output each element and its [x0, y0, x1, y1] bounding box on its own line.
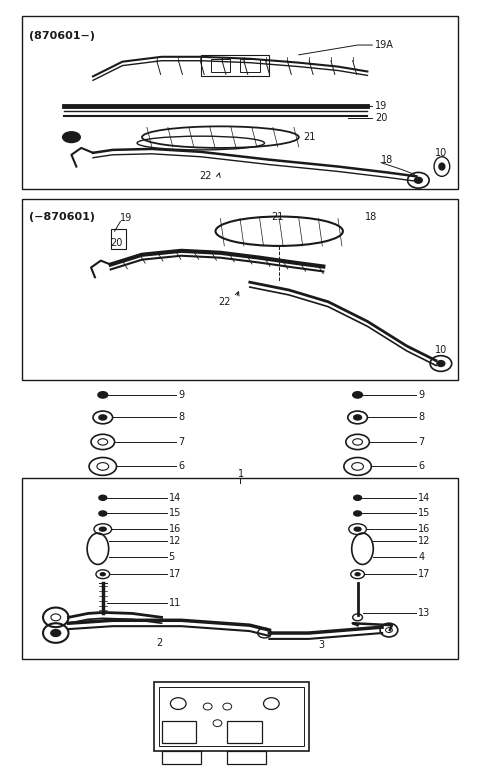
- Text: 22: 22: [218, 297, 231, 307]
- Ellipse shape: [437, 361, 445, 366]
- Text: 8: 8: [178, 412, 184, 422]
- Text: (870601−): (870601−): [29, 31, 96, 41]
- Ellipse shape: [98, 392, 108, 398]
- Bar: [227, 751, 266, 764]
- Text: 15: 15: [419, 509, 431, 519]
- Text: 4: 4: [419, 552, 424, 562]
- Ellipse shape: [62, 132, 80, 143]
- Ellipse shape: [100, 573, 105, 576]
- Text: 17: 17: [419, 569, 431, 580]
- Ellipse shape: [354, 527, 361, 531]
- Bar: [201, 55, 269, 76]
- Text: 12: 12: [419, 536, 431, 546]
- Text: 2: 2: [156, 638, 163, 648]
- Text: 21: 21: [304, 132, 316, 142]
- Text: 21: 21: [271, 212, 283, 221]
- Bar: [159, 687, 304, 746]
- Bar: [154, 682, 309, 751]
- Ellipse shape: [99, 415, 107, 420]
- Text: 18: 18: [381, 155, 394, 164]
- Bar: [110, 229, 126, 249]
- Bar: [162, 751, 201, 764]
- Text: 9: 9: [178, 390, 184, 400]
- Text: 13: 13: [419, 608, 431, 619]
- Bar: [23, 199, 457, 380]
- Text: (−870601): (−870601): [29, 212, 96, 222]
- Text: 6: 6: [178, 461, 184, 471]
- Bar: [162, 721, 196, 743]
- Text: 3: 3: [318, 640, 324, 650]
- Text: 12: 12: [168, 536, 181, 546]
- Text: 15: 15: [168, 509, 181, 519]
- Text: 7: 7: [178, 437, 184, 447]
- Text: 20: 20: [110, 238, 123, 248]
- Text: 16: 16: [419, 524, 431, 534]
- Text: 19: 19: [120, 213, 132, 224]
- Text: 20: 20: [375, 112, 388, 122]
- Bar: [23, 16, 457, 189]
- Text: 1: 1: [238, 469, 244, 479]
- Ellipse shape: [355, 573, 360, 576]
- Text: 6: 6: [419, 461, 424, 471]
- Ellipse shape: [353, 392, 362, 398]
- Text: 8: 8: [419, 412, 424, 422]
- Ellipse shape: [99, 527, 106, 531]
- Text: 11: 11: [168, 597, 180, 608]
- Ellipse shape: [354, 495, 361, 500]
- Ellipse shape: [414, 178, 422, 183]
- Text: 10: 10: [435, 148, 447, 158]
- Ellipse shape: [354, 415, 361, 420]
- Text: 19: 19: [375, 100, 387, 111]
- Bar: [211, 58, 230, 72]
- Text: 14: 14: [168, 493, 180, 502]
- Ellipse shape: [99, 495, 107, 500]
- Ellipse shape: [354, 511, 361, 516]
- Text: 5: 5: [168, 552, 175, 562]
- Ellipse shape: [439, 163, 445, 170]
- Bar: [227, 721, 262, 743]
- Bar: [23, 478, 457, 660]
- Text: 22: 22: [199, 171, 211, 182]
- Text: 7: 7: [419, 437, 425, 447]
- Ellipse shape: [51, 629, 60, 636]
- Text: 9: 9: [419, 390, 424, 400]
- Text: 10: 10: [435, 345, 447, 354]
- Bar: [240, 58, 260, 72]
- Text: 19A: 19A: [375, 40, 394, 50]
- Text: 16: 16: [168, 524, 180, 534]
- Text: 18: 18: [365, 212, 378, 221]
- Text: 17: 17: [168, 569, 181, 580]
- Ellipse shape: [99, 511, 107, 516]
- Text: 14: 14: [419, 493, 431, 502]
